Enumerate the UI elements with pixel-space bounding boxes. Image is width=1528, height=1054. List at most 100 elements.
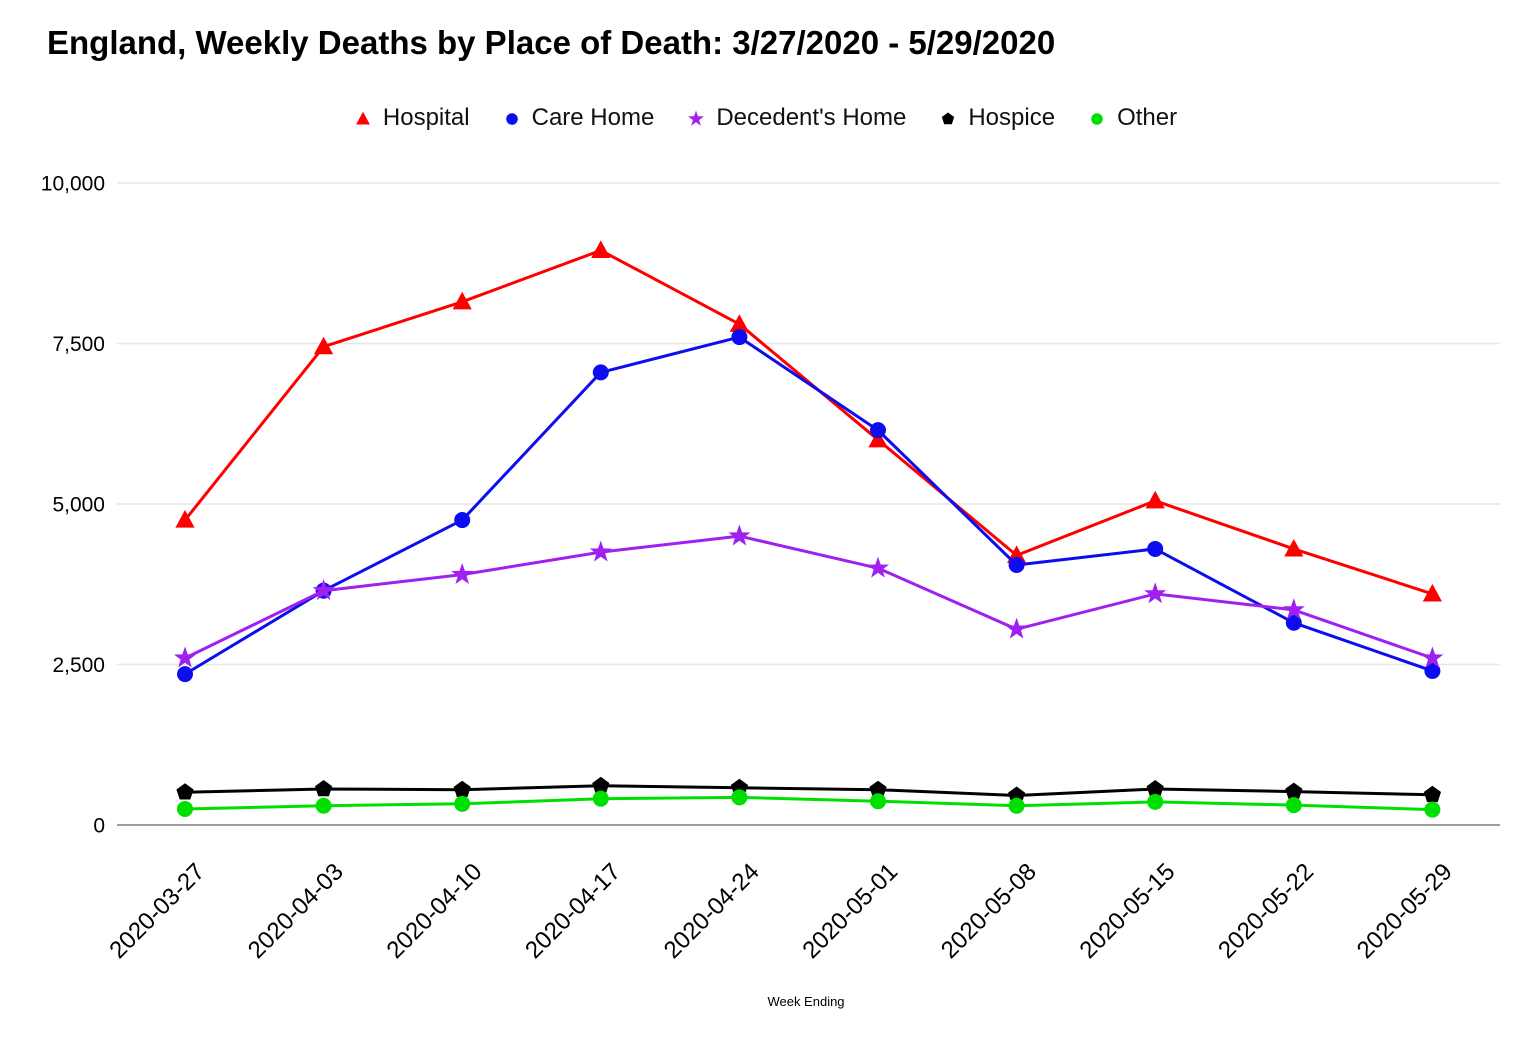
x-tick-label: 2020-05-29 [1352, 858, 1458, 964]
triangle-icon [868, 429, 888, 448]
y-tick-label: 10,000 [41, 173, 105, 196]
circle-icon [731, 329, 748, 346]
x-tick-label: 2020-03-27 [104, 858, 210, 964]
pentagon-icon [1146, 780, 1164, 797]
triangle-icon [1145, 490, 1165, 509]
line-chart: 0 2,500 5,000 7,500 10,000 2020-03-27 2020-04-… [41, 173, 1500, 1009]
triangle-icon [1284, 538, 1304, 557]
star-icon [451, 563, 474, 584]
star-icon [589, 540, 612, 562]
gridlines [117, 182, 1500, 666]
legend-item-hospital: Hospital [351, 104, 470, 132]
pentagon-icon [869, 780, 887, 797]
circle-icon [592, 790, 609, 807]
legend-label: Decedent's Home [716, 104, 907, 131]
series-other [177, 789, 1441, 818]
y-tick-label: 7,500 [52, 333, 105, 356]
x-tick-label: 2020-05-08 [936, 858, 1042, 964]
pentagon-icon [592, 776, 610, 794]
circle-icon [1424, 662, 1441, 679]
chart-title: England, Weekly Deaths by Place of Death… [47, 24, 1056, 61]
star-icon [728, 524, 751, 546]
legend-label: Care Home [531, 104, 655, 131]
triangle-icon [591, 240, 611, 259]
circle-icon [505, 113, 518, 125]
pentagon-icon [453, 780, 471, 797]
chart-legend: Hospital Care Home Decedent's Home Hospice O… [0, 104, 1528, 132]
series-hospital [175, 240, 1442, 602]
pentagon-icon [1285, 782, 1303, 799]
circle-icon [177, 666, 193, 683]
circle-icon [1091, 113, 1103, 125]
circle-icon [1091, 113, 1103, 125]
y-tick-label: 2,500 [52, 654, 105, 677]
star-icon [867, 556, 889, 578]
legend-item-hospice: Hospice [936, 104, 1055, 132]
triangle-icon [452, 291, 472, 310]
triangle-icon [355, 111, 370, 125]
series-decedent-s-home [174, 524, 1444, 668]
legend-item-care-home: Care Home [500, 104, 655, 132]
triangle-icon [729, 314, 749, 332]
x-tick-label: 2020-05-15 [1075, 858, 1181, 964]
decedent-s-home-line [184, 534, 1433, 660]
star-icon [1282, 598, 1305, 620]
x-tick-label: 2020-04-17 [520, 858, 626, 964]
x-tick-label: 2020-05-22 [1213, 858, 1319, 964]
pentagon-icon [1008, 786, 1026, 803]
series-care-home [177, 329, 1441, 683]
star-icon [174, 646, 196, 668]
care-home-line [184, 335, 1433, 676]
circle-icon [505, 113, 518, 125]
circle-icon [731, 789, 748, 806]
star-icon [688, 110, 705, 126]
x-tick-label: 2020-04-24 [659, 858, 765, 964]
circle-icon [1008, 797, 1025, 814]
star-icon [1144, 582, 1167, 604]
x-tick-label: 2020-04-10 [382, 858, 488, 964]
circle-icon [1424, 801, 1441, 818]
pentagon-icon [942, 112, 955, 125]
legend-label: Hospital [382, 104, 470, 131]
circle-icon [454, 795, 471, 812]
triangle-icon [175, 510, 195, 528]
pentagon-icon [315, 780, 333, 797]
star-icon [1005, 617, 1028, 639]
pentagon-icon [176, 783, 194, 800]
x-axis-labels: 2020-03-27 2020-04-03 2020-04-10 2020-04-17… [104, 858, 1457, 964]
star-icon [312, 579, 335, 601]
circle-icon [1285, 797, 1302, 814]
other-line [184, 795, 1433, 812]
circle-icon [1285, 614, 1302, 631]
circle-icon [592, 364, 609, 381]
triangle-icon [314, 336, 334, 355]
x-axis-title: Week Ending [767, 994, 844, 1009]
legend-label: Other [1117, 104, 1178, 131]
pentagon-icon [942, 112, 955, 125]
x-tick-label: 2020-04-03 [243, 858, 349, 964]
y-tick-label: 5,000 [52, 494, 105, 517]
x-tick-label: 2020-05-01 [797, 858, 903, 964]
series-hospice [176, 776, 1441, 803]
legend-item-decedent-s-home: Decedent's Home [684, 104, 906, 132]
hospice-line [184, 784, 1433, 797]
circle-icon [177, 800, 193, 817]
star-icon [1421, 646, 1444, 668]
y-tick-label: 0 [93, 815, 105, 838]
star-icon [688, 110, 705, 126]
triangle-icon [355, 111, 370, 125]
triangle-icon [1422, 583, 1442, 602]
circle-icon [870, 422, 886, 439]
y-axis-labels: 0 2,500 5,000 7,500 10,000 [41, 173, 105, 838]
circle-icon [870, 793, 886, 810]
circle-icon [1147, 540, 1164, 557]
circle-icon [454, 512, 471, 529]
circle-icon [315, 797, 332, 814]
hospital-line [183, 248, 1433, 596]
legend-label: Hospice [968, 104, 1056, 131]
circle-icon [1147, 793, 1164, 810]
pentagon-icon [1423, 785, 1441, 803]
circle-icon [1008, 556, 1025, 573]
legend-item-other: Other [1085, 104, 1177, 132]
